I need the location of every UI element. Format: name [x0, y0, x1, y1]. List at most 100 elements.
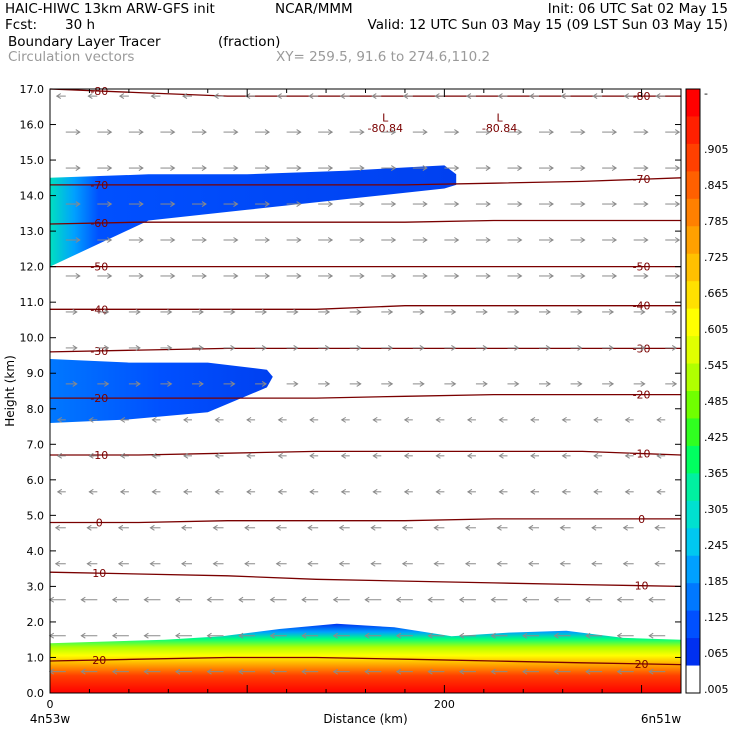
contour-line--10	[50, 450, 682, 456]
colorbar-label-11: .305	[704, 503, 729, 516]
vector-arrow	[602, 129, 618, 136]
vector-arrow	[591, 524, 603, 531]
vector-arrow	[475, 237, 491, 243]
contour-label--70-1: -70	[633, 173, 651, 186]
vector-arrow	[128, 165, 144, 171]
y-tick-label-10: 10.0	[20, 332, 45, 345]
vector-arrow	[97, 344, 110, 351]
vector-arrow	[349, 344, 362, 351]
contour-label-0-0: 0	[96, 516, 103, 529]
vector-arrow	[54, 560, 66, 567]
vector-arrow	[65, 201, 81, 207]
vector-arrow	[340, 452, 350, 459]
right-endpoint-label: 6n51w	[641, 712, 682, 726]
vector-arrow	[570, 380, 583, 387]
vector-arrow	[128, 201, 144, 207]
vector-arrow	[364, 668, 382, 675]
vector-arrow	[372, 416, 382, 423]
vector-arrow	[128, 273, 144, 279]
vector-arrow	[160, 129, 176, 136]
vector-arrow	[466, 452, 476, 459]
vector-arrow	[434, 93, 445, 100]
vector-arrow	[570, 273, 586, 279]
vector-arrow	[255, 273, 271, 279]
colorbar-swatch-13	[686, 445, 700, 474]
vector-arrow	[349, 380, 362, 387]
vector-arrow	[371, 93, 382, 100]
vector-arrow	[585, 596, 603, 603]
vector-arrow	[559, 560, 571, 567]
contour-annotation-0: L	[382, 111, 389, 124]
vector-arrow	[381, 237, 397, 243]
vector-arrow	[318, 237, 334, 243]
vector-arrow	[223, 129, 239, 136]
vector-arrow	[665, 273, 681, 279]
vector-arrow	[498, 488, 508, 495]
vector-arrow	[119, 452, 129, 459]
vector-arrow	[309, 452, 319, 459]
vector-arrow	[522, 632, 540, 639]
field-units: (fraction)	[218, 34, 281, 50]
vector-arrow	[624, 416, 634, 423]
vector-arrow	[286, 273, 302, 279]
vector-arrow	[475, 380, 488, 387]
tracer-upper-anvil	[50, 165, 457, 267]
vector-arrow	[181, 560, 192, 567]
vector-arrow	[593, 488, 603, 495]
y-tick-label-11: 11.0	[20, 296, 45, 309]
vector-arrow	[522, 668, 540, 675]
field-name: Boundary Layer Tracer	[8, 34, 161, 50]
contour-label--30-0: -30	[90, 345, 108, 358]
vector-arrow	[214, 416, 224, 423]
vector-arrow	[119, 416, 129, 423]
vector-arrow	[444, 165, 460, 171]
vector-arrow	[465, 93, 476, 100]
vector-arrow	[212, 524, 224, 531]
colorbar-swatch-20	[686, 638, 700, 667]
vector-arrow	[656, 452, 666, 459]
vector-arrow	[530, 416, 540, 423]
y-tick-label-6: 6.0	[27, 474, 45, 487]
vector-arrow	[143, 632, 161, 639]
vector-arrow	[191, 201, 207, 207]
vector-arrow	[276, 93, 287, 100]
vector-arrow	[80, 668, 98, 675]
vector-arrow	[395, 632, 413, 639]
y-tick-label-14: 14.0	[20, 190, 45, 203]
vector-arrow	[128, 237, 144, 243]
vector-arrow	[301, 668, 319, 675]
vector-arrow	[592, 93, 603, 100]
x-axis-label: Distance (km)	[323, 712, 407, 726]
vector-arrow	[381, 309, 394, 315]
colorbar-label-10: .365	[704, 467, 729, 480]
vector-arrow	[97, 237, 113, 243]
vector-arrow	[338, 524, 350, 531]
vector-arrow	[56, 488, 66, 495]
vector-arrow	[381, 165, 397, 171]
vector-arrow	[498, 416, 508, 423]
vector-arrow	[464, 524, 476, 531]
colorbar-swatch-6	[686, 253, 700, 282]
vector-arrow	[561, 452, 571, 459]
vector-arrow	[318, 380, 331, 387]
vector-arrow	[111, 596, 129, 603]
vector-arrow	[633, 309, 646, 315]
vector-arrow	[206, 596, 224, 603]
colorbar-swatch-7	[686, 281, 700, 310]
vector-arrow	[665, 380, 678, 387]
vector-arrow	[309, 488, 319, 495]
contour-label--50-1: -50	[633, 261, 651, 274]
vector-arrow	[602, 344, 615, 351]
contour-label-10-0: 10	[92, 567, 106, 580]
vector-arrow	[364, 632, 382, 639]
left-endpoint-label: 4n53w	[30, 712, 71, 726]
colorbar-swatch-0	[686, 89, 700, 117]
vector-arrow	[318, 309, 331, 315]
vector-arrow	[490, 632, 508, 639]
vector-arrow	[412, 201, 428, 207]
vector-arrow	[401, 524, 413, 531]
vector-arrow	[340, 488, 350, 495]
vector-arrow	[223, 201, 239, 207]
vector-arrow	[498, 452, 508, 459]
vector-arrow	[97, 201, 113, 207]
